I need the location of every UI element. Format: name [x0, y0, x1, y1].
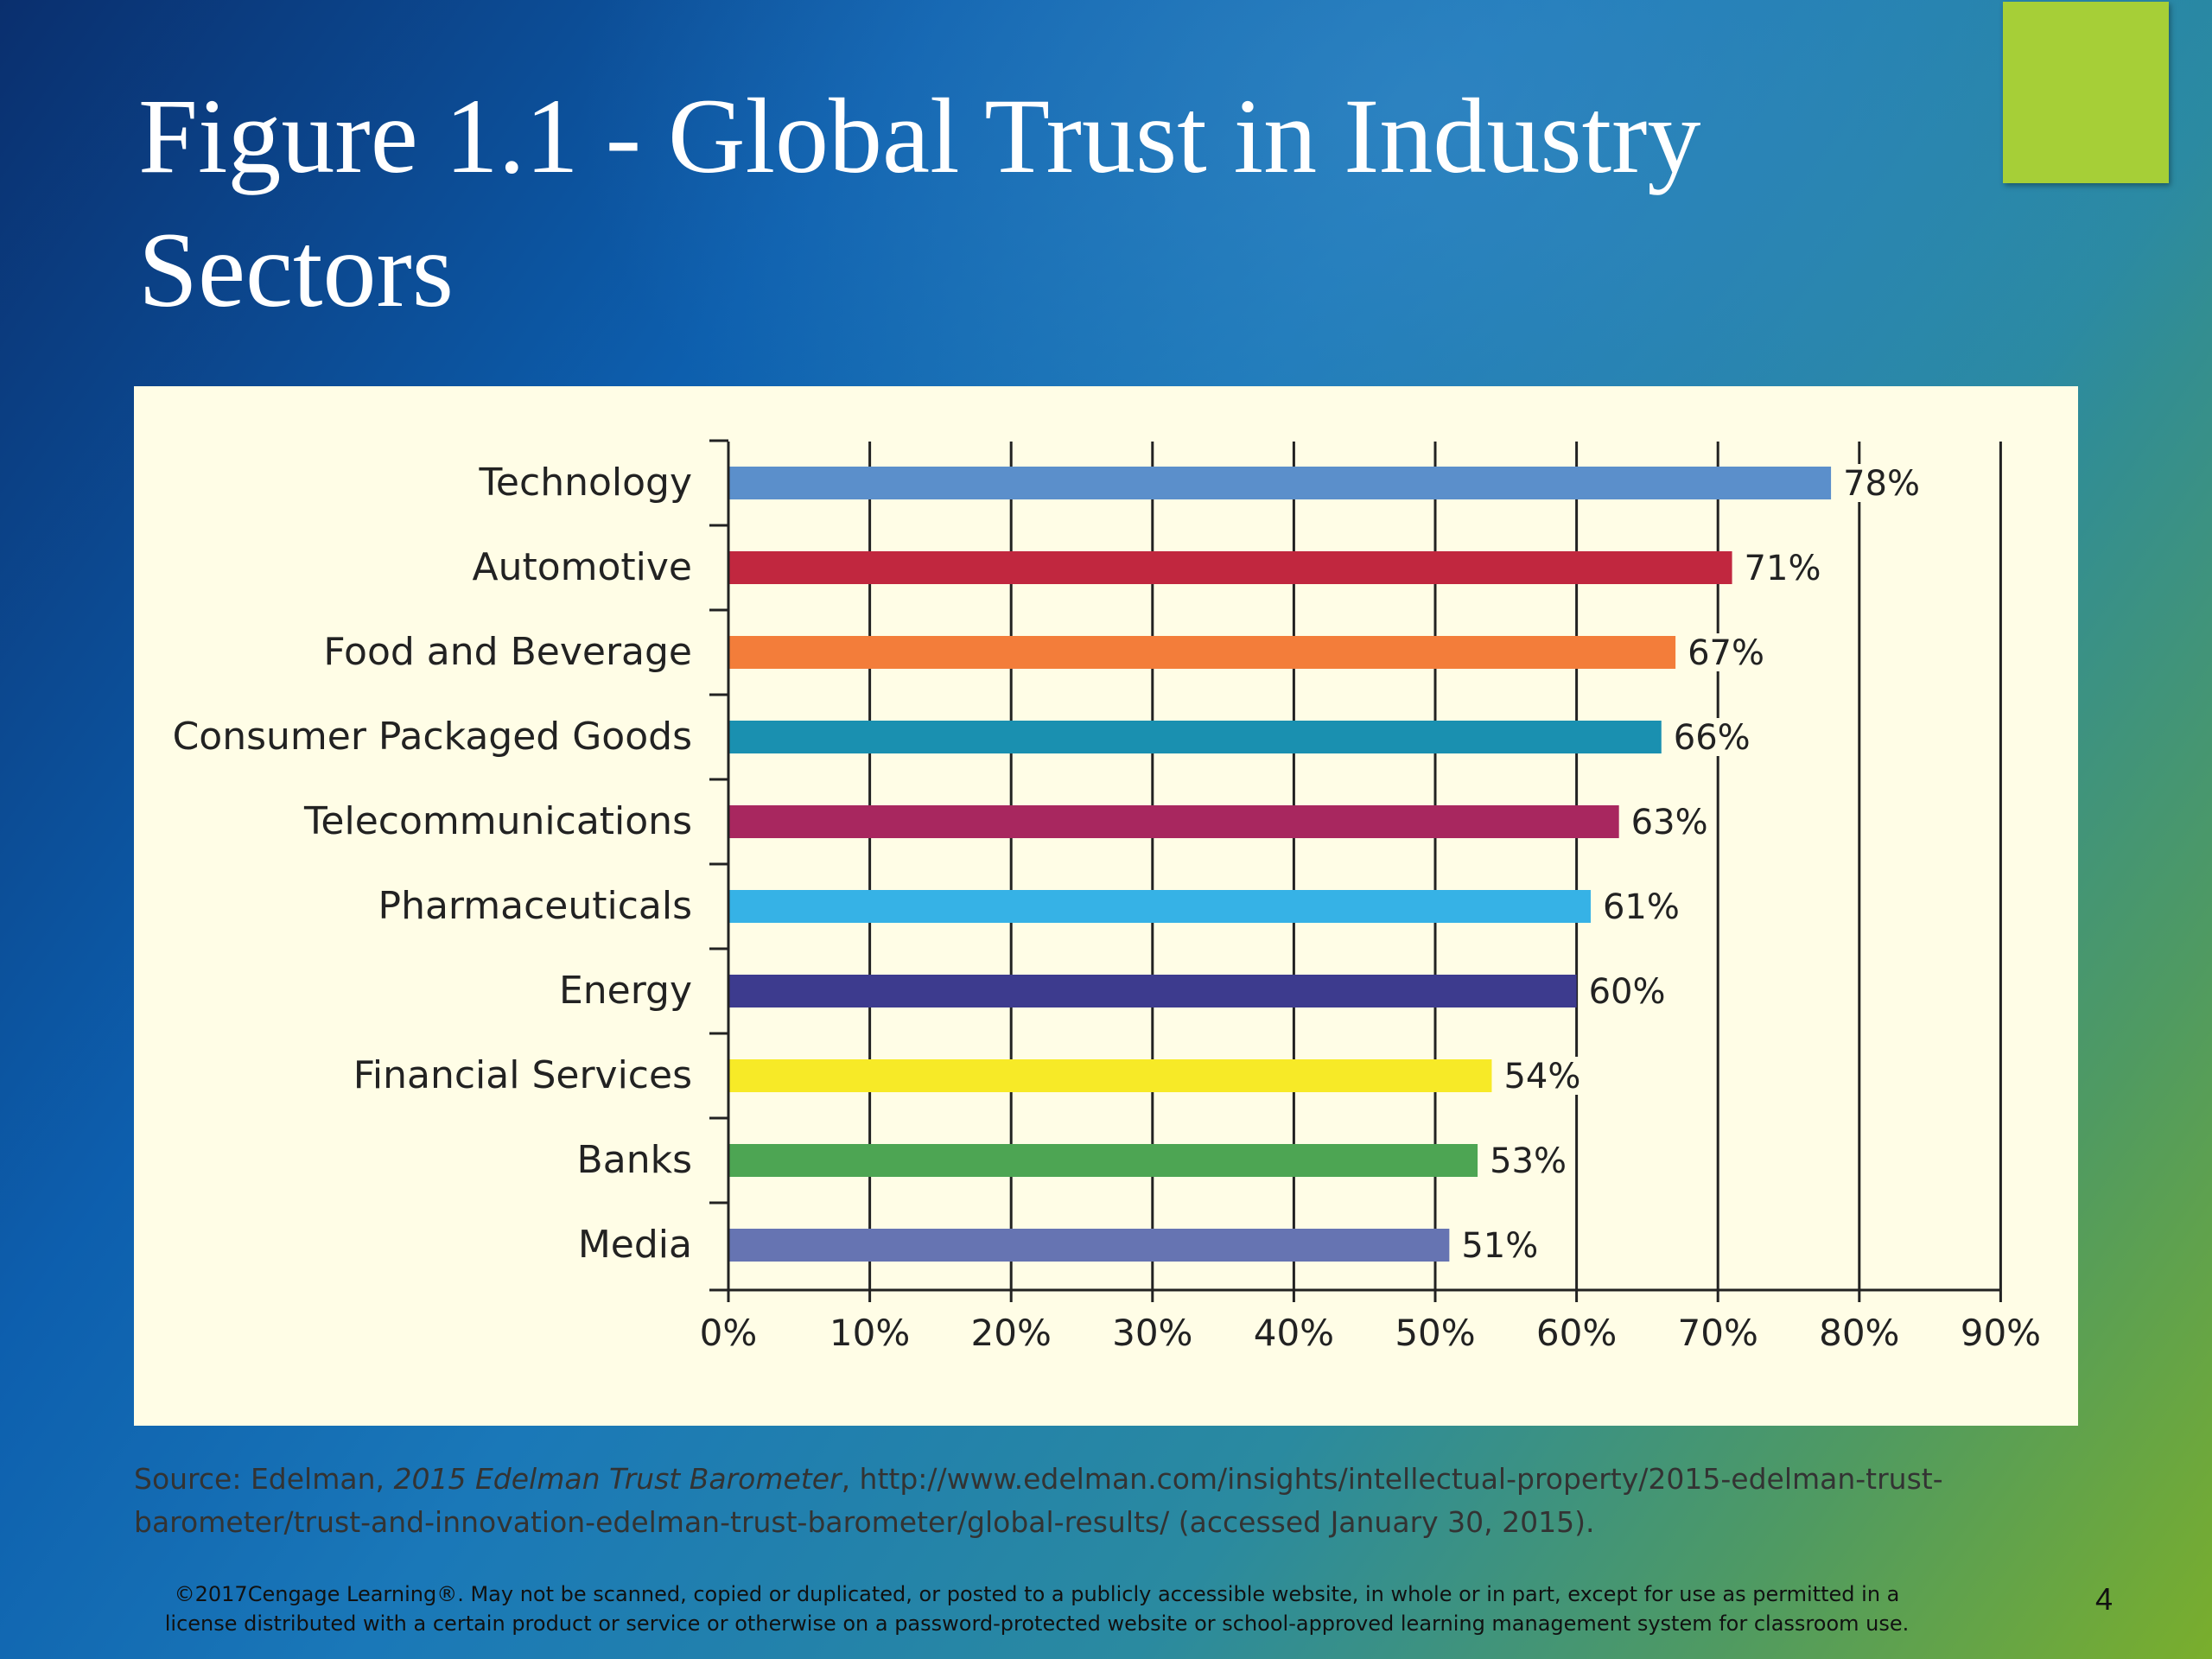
bars: [728, 467, 1832, 1262]
x-tick-label: 80%: [1819, 1312, 1899, 1354]
slide-number: 4: [2095, 1581, 2113, 1617]
bar: [728, 1144, 1478, 1177]
axes: [709, 439, 2002, 1302]
labels: 78% Technology 71% Automotive 67% Food and Be…: [173, 461, 2042, 1354]
accent-square: [2003, 2, 2169, 183]
bar: [728, 1229, 1450, 1262]
bar: [728, 1059, 1492, 1092]
figure-panel: 78% Technology 71% Automotive 67% Food and Be…: [134, 386, 2078, 1539]
value-label: 66%: [1674, 718, 1751, 758]
value-label: 60%: [1589, 972, 1666, 1012]
bar: [728, 551, 1732, 584]
bar: [728, 636, 1676, 669]
source-rest: , http://www.edelman.com/insights/intell…: [134, 1462, 1943, 1539]
value-label: 67%: [1688, 633, 1764, 673]
category-label: Pharmaceuticals: [378, 884, 692, 928]
x-tick-label: 60%: [1536, 1312, 1617, 1354]
value-label: 71%: [1745, 549, 1821, 588]
bar-chart: 78% Technology 71% Automotive 67% Food and Be…: [134, 386, 2078, 1426]
source-title: 2015 Edelman Trust Barometer: [393, 1462, 842, 1496]
value-label-bg: [1599, 887, 1682, 925]
value-label: 53%: [1490, 1141, 1567, 1181]
value-label: 61%: [1603, 887, 1680, 927]
value-label-bg: [1627, 803, 1711, 841]
slide-title: Figure 1.1 - Global Trust in Industry Se…: [138, 77, 1701, 329]
value-label-bg: [1585, 972, 1669, 1010]
bar: [728, 721, 1662, 753]
value-label: 78%: [1843, 464, 1920, 504]
x-tick-label: 20%: [971, 1312, 1052, 1354]
value-label: 51%: [1461, 1226, 1538, 1266]
source-note: Source: Edelman, 2015 Edelman Trust Baro…: [134, 1458, 2078, 1544]
category-label: Telecommunications: [303, 799, 692, 843]
category-label: Food and Beverage: [323, 630, 692, 674]
bar: [728, 805, 1619, 838]
x-tick-label: 10%: [830, 1312, 910, 1354]
source-prefix: Source: Edelman,: [134, 1462, 394, 1496]
category-label: Automotive: [472, 545, 692, 589]
category-label: Technology: [479, 461, 692, 505]
bar: [728, 890, 1591, 923]
x-tick-label: 30%: [1112, 1312, 1192, 1354]
value-label-bg: [1486, 1141, 1570, 1179]
x-tick-label: 90%: [1961, 1312, 2041, 1354]
copyright-notice: ©2017Cengage Learning®. May not be scann…: [164, 1582, 1910, 1636]
value-label-bg: [1669, 718, 1753, 756]
x-tick-label: 50%: [1395, 1312, 1475, 1354]
category-label: Media: [578, 1223, 692, 1267]
x-tick-label: 40%: [1254, 1312, 1334, 1354]
value-label-bg: [1458, 1226, 1541, 1264]
value-label: 63%: [1631, 803, 1708, 842]
category-label: Energy: [559, 969, 692, 1013]
x-tick-label: 70%: [1678, 1312, 1758, 1354]
value-label: 54%: [1503, 1057, 1580, 1096]
value-label-bg: [1684, 633, 1768, 671]
category-label: Consumer Packaged Goods: [173, 715, 692, 759]
value-label-bg: [1840, 464, 1923, 502]
category-label: Banks: [577, 1138, 692, 1182]
value-label-bg: [1500, 1057, 1584, 1095]
category-label: Financial Services: [353, 1053, 692, 1097]
bar: [728, 467, 1832, 499]
value-label-bg: [1740, 549, 1824, 587]
bar: [728, 975, 1577, 1007]
x-tick-label: 0%: [700, 1312, 758, 1354]
